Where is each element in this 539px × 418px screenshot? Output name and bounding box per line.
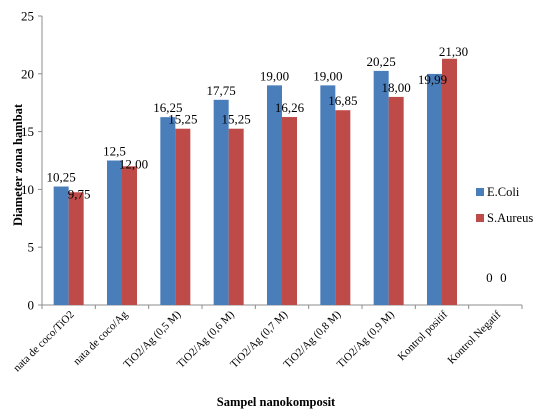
x-axis-title: Sampel nanokomposit <box>217 395 336 409</box>
bar-ecoli <box>160 117 176 306</box>
bar-saureus <box>175 128 191 305</box>
legend-label-saureus: S.Aureus <box>487 211 533 225</box>
y-axis-title: Diameter zona hambat <box>11 103 25 226</box>
category-label: Kontrol positif <box>396 308 451 363</box>
data-label-ecoli: 19,00 <box>260 68 289 83</box>
data-label-saureus: 9,75 <box>68 186 91 201</box>
category-label: nata de coco/TiO2 <box>11 309 77 375</box>
data-label-saureus: 0 <box>500 270 507 285</box>
y-tick-label: 15 <box>21 124 34 139</box>
data-label-saureus: 16,26 <box>275 100 305 115</box>
bar-saureus <box>68 192 84 305</box>
legend: E.Coli S.Aureus <box>476 185 533 225</box>
legend-swatch-saureus <box>476 214 484 222</box>
data-label-ecoli: 16,25 <box>153 100 182 115</box>
data-label-ecoli: 20,25 <box>367 54 396 69</box>
data-label-saureus: 12,00 <box>119 156 148 171</box>
data-label-saureus: 16,85 <box>328 93 357 108</box>
category-label: Kontrol Negatif <box>446 308 504 366</box>
bar-ecoli <box>427 73 442 305</box>
bar-saureus <box>228 128 244 305</box>
y-tick-label: 25 <box>21 9 34 24</box>
category-label: TiO2/Ag (0,9 M) <box>335 308 397 370</box>
bar-ecoli <box>213 99 229 305</box>
data-label-ecoli: 19,00 <box>313 68 342 83</box>
bar-saureus <box>282 117 297 306</box>
bar-ecoli <box>107 160 122 305</box>
data-label-saureus: 21,30 <box>439 44 468 59</box>
data-labels: 10,259,7512,512,0016,2515,2517,7515,2519… <box>47 44 507 285</box>
bar-saureus <box>335 110 351 306</box>
category-label: nata de coco/Ag <box>71 308 130 367</box>
y-tick-label: 5 <box>28 240 35 255</box>
data-label-ecoli: 0 <box>486 270 493 285</box>
data-label-ecoli: 12,5 <box>103 144 126 159</box>
bar-saureus <box>442 58 457 305</box>
y-tick-label: 20 <box>21 66 34 81</box>
bars <box>53 58 457 306</box>
data-label-ecoli: 10,25 <box>47 170 76 185</box>
bar-ecoli <box>53 186 69 305</box>
legend-swatch-ecoli <box>476 188 484 196</box>
y-tick-label: 10 <box>21 182 34 197</box>
data-label-ecoli: 17,75 <box>207 83 236 98</box>
data-label-ecoli: 19,99 <box>418 72 447 87</box>
bar-saureus <box>388 96 404 305</box>
data-label-saureus: 15,25 <box>168 112 197 127</box>
legend-label-ecoli: E.Coli <box>487 185 520 199</box>
bar-ecoli <box>373 70 389 305</box>
data-label-saureus: 18,00 <box>382 80 411 95</box>
bar-ecoli <box>320 85 336 305</box>
data-label-saureus: 15,25 <box>222 112 251 127</box>
y-tick-label: 0 <box>28 298 35 313</box>
bar-saureus <box>122 166 137 305</box>
bar-ecoli <box>267 85 282 305</box>
